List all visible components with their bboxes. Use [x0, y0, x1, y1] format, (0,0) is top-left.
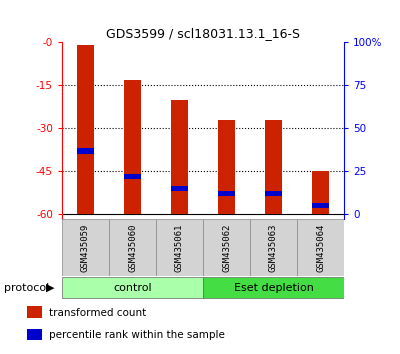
- Bar: [124, 80, 141, 214]
- Bar: [171, 185, 188, 191]
- Text: percentile rank within the sample: percentile rank within the sample: [50, 330, 225, 341]
- Bar: [218, 120, 235, 214]
- Bar: [77, 45, 94, 214]
- Bar: [27, 307, 42, 318]
- Bar: [156, 219, 203, 276]
- Text: GSM435060: GSM435060: [128, 224, 137, 272]
- Bar: [77, 148, 94, 154]
- Bar: [171, 99, 188, 214]
- Bar: [203, 277, 344, 298]
- Bar: [62, 277, 203, 298]
- Bar: [250, 219, 297, 276]
- Text: transformed count: transformed count: [50, 308, 147, 318]
- Bar: [312, 202, 329, 208]
- Bar: [218, 191, 235, 196]
- Bar: [62, 219, 109, 276]
- Text: GSM435062: GSM435062: [222, 224, 231, 272]
- Text: GSM435061: GSM435061: [175, 224, 184, 272]
- Text: ▶: ▶: [46, 282, 54, 293]
- Text: Eset depletion: Eset depletion: [234, 282, 314, 293]
- Text: control: control: [113, 282, 152, 293]
- Text: GSM435063: GSM435063: [269, 224, 278, 272]
- Text: GSM435059: GSM435059: [81, 224, 90, 272]
- Bar: [203, 219, 250, 276]
- Bar: [297, 219, 344, 276]
- Bar: [265, 120, 282, 214]
- Text: GSM435064: GSM435064: [316, 224, 325, 272]
- Bar: [312, 171, 329, 214]
- Title: GDS3599 / scl18031.13.1_16-S: GDS3599 / scl18031.13.1_16-S: [106, 27, 300, 40]
- Bar: [27, 329, 42, 341]
- Bar: [265, 191, 282, 196]
- Bar: [109, 219, 156, 276]
- Text: protocol: protocol: [4, 282, 49, 293]
- Bar: [124, 174, 141, 179]
